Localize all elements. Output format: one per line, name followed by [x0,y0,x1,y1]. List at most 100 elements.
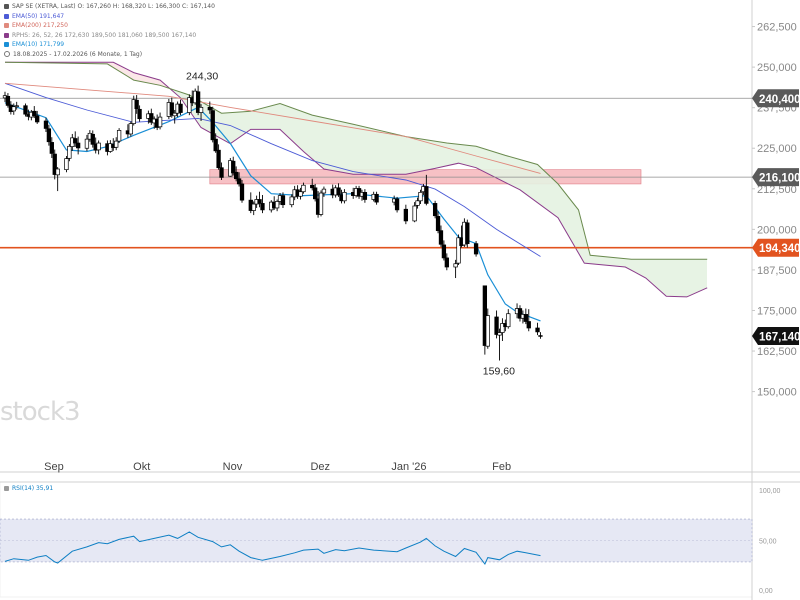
candle[interactable] [313,183,318,202]
candle[interactable] [506,309,511,329]
candle[interactable] [35,110,40,124]
candle[interactable] [301,182,306,194]
candle[interactable] [473,241,479,257]
candle[interactable] [210,106,215,143]
candle[interactable] [55,167,60,192]
candle[interactable] [289,194,294,208]
candle[interactable] [90,130,95,148]
candle[interactable] [526,309,531,332]
candle[interactable] [517,305,523,322]
candle[interactable] [394,196,400,213]
candle[interactable] [75,136,81,155]
candle[interactable] [5,93,11,108]
candle[interactable] [321,186,327,197]
candle[interactable] [374,191,379,205]
candle[interactable] [465,219,470,248]
candle[interactable] [280,192,286,208]
candle[interactable] [216,144,221,170]
candle[interactable] [149,108,154,125]
candle[interactable] [14,101,19,110]
candle[interactable] [438,225,444,247]
legend-ema50-row[interactable]: EMA(50) 191,647 [4,12,215,22]
candle[interactable] [67,144,72,162]
candle[interactable] [538,332,543,339]
candle[interactable] [424,174,429,206]
candle[interactable] [128,121,133,137]
candle[interactable] [260,194,265,214]
candle-body-up [497,332,502,336]
candle[interactable] [157,112,163,130]
candle[interactable] [236,172,242,187]
candle[interactable] [49,137,54,158]
candle[interactable] [96,140,101,155]
candle[interactable] [43,117,49,133]
candle[interactable] [362,189,368,203]
candle[interactable] [73,131,78,147]
candle[interactable] [219,162,224,181]
price-marker[interactable]: 167,140 [752,326,800,345]
legend-ema200-row[interactable]: EMA(200) 217,250 [4,21,215,31]
candle[interactable] [444,253,449,271]
candle[interactable] [494,310,499,339]
candle[interactable] [231,156,236,176]
candle[interactable] [52,149,57,180]
candle[interactable] [239,180,245,203]
candle[interactable] [441,240,447,261]
candle[interactable] [187,94,192,116]
candle[interactable] [137,105,142,122]
candle[interactable] [198,104,204,121]
candle-body-down [465,222,470,244]
candle[interactable] [415,197,420,209]
candle[interactable] [336,183,341,197]
rsi-legend[interactable]: RSI(14) 35,91 [4,485,53,492]
candle[interactable] [497,328,502,361]
candle[interactable] [213,133,218,153]
candle[interactable] [274,199,280,212]
candle[interactable] [114,137,119,151]
price-marker[interactable]: 216,100 [752,168,800,187]
candle[interactable] [257,191,262,208]
rsi-tick-label: 50,00 [759,539,777,546]
candle-body-down [52,153,57,175]
candle[interactable] [418,189,423,205]
candle[interactable] [432,200,438,219]
candle[interactable] [403,204,409,225]
price-marker[interactable]: 240,400 [752,89,800,108]
legend-ichimoku-row[interactable]: RPHS: 26, 52, 26 172,630 189,500 181,060… [4,31,215,41]
candle[interactable] [172,109,177,124]
candle[interactable] [178,99,183,116]
legend-ema10-row[interactable]: EMA(10) 171,799 [4,40,215,50]
candle[interactable] [318,190,324,217]
candle[interactable] [485,308,490,349]
candle[interactable] [435,211,441,234]
candle-body-down [32,110,37,117]
candle-body-up [187,97,192,113]
candle[interactable] [11,103,16,115]
candle[interactable] [342,189,347,204]
candle[interactable] [500,318,505,341]
candle[interactable] [46,124,52,146]
candle[interactable] [207,101,212,114]
candle[interactable] [310,178,315,191]
candle[interactable] [23,103,28,117]
candle[interactable] [298,187,303,200]
candle[interactable] [169,97,174,118]
candle[interactable] [64,156,69,173]
candle[interactable] [234,166,239,182]
candle[interactable] [32,106,37,119]
candle[interactable] [523,308,528,325]
candle[interactable] [453,259,458,279]
candle[interactable] [131,95,136,126]
candle-body-down [43,120,49,129]
candle[interactable] [116,128,122,144]
candle[interactable] [456,234,461,266]
candle[interactable] [251,201,256,216]
candle[interactable] [195,85,201,116]
price-marker-box [752,89,799,108]
candle[interactable] [134,95,139,114]
candle[interactable] [412,202,417,223]
candle[interactable] [535,322,540,336]
price-marker[interactable]: 194,340 [752,238,800,257]
candle[interactable] [84,134,90,152]
